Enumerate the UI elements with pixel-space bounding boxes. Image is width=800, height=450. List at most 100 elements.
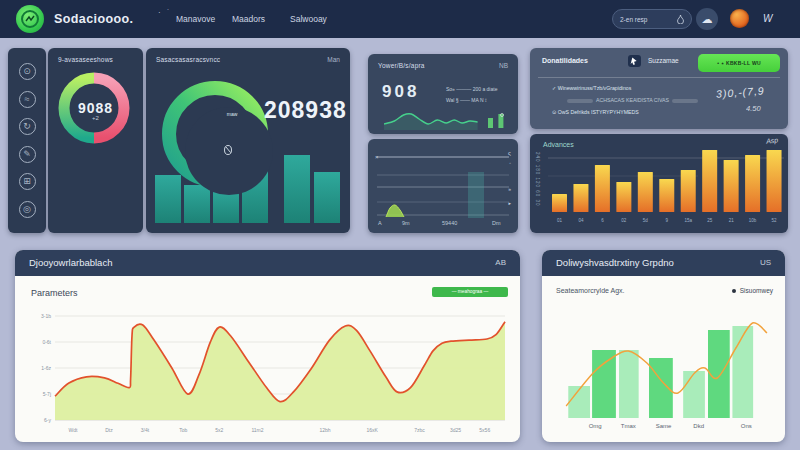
volume-value: 208938 bbox=[264, 97, 347, 124]
edit-icon[interactable]: ✎ bbox=[19, 146, 36, 163]
top-navbar: Sodacioooo. · ˙ Manavove Maadors Salwooa… bbox=[0, 0, 800, 38]
wave-icon[interactable]: ≈ bbox=[19, 91, 36, 108]
cardA-header-action[interactable]: AB bbox=[495, 250, 506, 276]
logo-glyph bbox=[21, 10, 39, 28]
attendance-panel: 9-avasaseeshows 9088 +2 bbox=[48, 48, 143, 233]
sector-bar bbox=[592, 350, 616, 418]
trend-row-1: So» ——— 200 a diate bbox=[446, 86, 497, 92]
droplet-icon bbox=[677, 15, 684, 24]
svg-text:ς: ς bbox=[508, 150, 511, 156]
nav-item-2[interactable]: Maadors bbox=[232, 0, 265, 38]
svg-text:3/4t: 3/4t bbox=[141, 427, 150, 433]
svg-text:16xK: 16xK bbox=[367, 427, 379, 433]
panel3a-title: Yower/B/s/apra bbox=[378, 62, 425, 69]
cloud-button[interactable]: ☁ bbox=[696, 8, 718, 30]
panel2-title: Sasacsasasracsvncc bbox=[156, 56, 220, 63]
panel2-menu[interactable]: Man bbox=[327, 56, 340, 63]
svg-text:maw: maw bbox=[227, 111, 238, 117]
panel4a-subtitle: Suzzamae bbox=[648, 57, 679, 64]
svg-text:×: × bbox=[375, 154, 379, 160]
svg-text:7zbc: 7zbc bbox=[414, 427, 425, 433]
panel3a-menu[interactable]: NB bbox=[499, 62, 508, 69]
settings-row-1[interactable]: ✓ Winewwirinuss/Tzb/vGrapidinos bbox=[552, 85, 631, 91]
svg-text:Omg: Omg bbox=[589, 423, 602, 429]
advance-bar bbox=[595, 165, 610, 212]
menu-w-icon[interactable]: W bbox=[763, 0, 772, 38]
sector-bar-chart: OmgTmaxSameDkdOns bbox=[552, 306, 775, 434]
refresh-icon[interactable]: ↻ bbox=[19, 118, 36, 135]
sector-bar bbox=[683, 371, 705, 418]
nav-item-3[interactable]: Salwooay bbox=[290, 0, 327, 38]
svg-text:Dtz: Dtz bbox=[105, 427, 113, 433]
settings-row-2[interactable]: ACHSACAS KEAIDISTA CIVAS bbox=[564, 97, 701, 103]
svg-text:3-1b: 3-1b bbox=[41, 313, 51, 319]
svg-text:Ons: Ons bbox=[741, 423, 752, 429]
trend-row-2: Wal § —— MA N ⟟ bbox=[446, 97, 487, 104]
volume-ring-chart: maw bbox=[146, 48, 350, 233]
mini-rows-panel: ×ς◦»▸ A9m59440Dm bbox=[368, 139, 518, 233]
target-icon[interactable]: ◎ bbox=[19, 201, 36, 218]
svg-text:Dkd: Dkd bbox=[693, 423, 704, 429]
cardA-title: Djooyowrlarbablach bbox=[29, 250, 112, 276]
icon-sidebar: ⊙ ≈ ↻ ✎ ⊞ ◎ bbox=[8, 48, 46, 233]
svg-text:02: 02 bbox=[621, 218, 627, 223]
attendance-value: 9088 bbox=[48, 100, 143, 116]
volume-bar bbox=[155, 175, 181, 223]
sector-subtitle: Seateamorcrylde Agx. bbox=[556, 287, 624, 294]
svg-text:◦: ◦ bbox=[509, 160, 511, 166]
timer-icon[interactable]: ⊙ bbox=[19, 63, 36, 80]
advance-bar bbox=[702, 150, 717, 212]
scribble-note-1: 3)0,-(7,9 bbox=[716, 84, 765, 99]
mini-x-label: 59440 bbox=[442, 220, 457, 226]
advance-bar bbox=[616, 182, 631, 212]
advance-bar bbox=[552, 194, 567, 212]
pointer-badge-icon bbox=[628, 55, 641, 67]
advances-yticks: 240 180 120 60 30 bbox=[535, 152, 540, 210]
sector-card: Doliwyshvasdtrxtiny Grpdno US Seateamorc… bbox=[542, 250, 785, 442]
settings-panel: Donatilidades Suzzamae • ⋆ KBKB-LL WU ✓ … bbox=[530, 48, 788, 129]
volume-bar bbox=[314, 172, 340, 223]
svg-text:21: 21 bbox=[729, 218, 735, 223]
svg-text:25: 25 bbox=[707, 218, 713, 223]
scribble-note-3: Asp bbox=[766, 136, 779, 145]
scribble-note-2: 4.50 bbox=[746, 104, 761, 113]
parameters-badge[interactable]: — meahograa — bbox=[432, 287, 508, 297]
advance-bar bbox=[681, 170, 696, 212]
volume-panel: maw Sasacsasasracsvncc Man 208938 bbox=[146, 48, 350, 233]
panel4a-title: Donatilidades bbox=[542, 57, 588, 64]
svg-text:6-y: 6-y bbox=[44, 417, 51, 423]
grid-icon[interactable]: ⊞ bbox=[19, 173, 36, 190]
nav-item-1[interactable]: Manavove bbox=[176, 0, 215, 38]
svg-text:Wdt: Wdt bbox=[69, 427, 79, 433]
svg-text:15a: 15a bbox=[684, 218, 692, 223]
settings-row-3[interactable]: ⊙ OwS Defrikds ISTYRYPYHYMEDS bbox=[552, 109, 639, 115]
svg-text:3d25: 3d25 bbox=[450, 427, 461, 433]
svg-text:5x56: 5x56 bbox=[479, 427, 490, 433]
advances-panel: Advances 240 180 120 60 30 Asp 01046025d… bbox=[530, 134, 788, 233]
svg-text:01: 01 bbox=[557, 218, 563, 223]
cardB-header-action[interactable]: US bbox=[760, 250, 771, 276]
svg-text:0-6t: 0-6t bbox=[42, 339, 51, 345]
divider bbox=[538, 77, 780, 78]
trend-value: 908 bbox=[382, 82, 419, 102]
app-logo-icon[interactable] bbox=[16, 5, 44, 33]
sector-bar bbox=[708, 330, 730, 418]
advances-bar-chart: 01046025d915a252110b52 bbox=[548, 146, 784, 230]
mini-x-label: A bbox=[378, 220, 382, 226]
user-avatar[interactable] bbox=[730, 9, 749, 28]
mini-x-label: 9m bbox=[402, 220, 410, 226]
sector-bar bbox=[619, 350, 639, 418]
legend-dot bbox=[732, 289, 736, 293]
svg-text:5x2: 5x2 bbox=[215, 427, 223, 433]
search-input[interactable]: 2-en resp bbox=[612, 9, 692, 29]
advance-bar bbox=[745, 155, 760, 212]
attendance-subvalue: +2 bbox=[48, 115, 143, 121]
parameters-area-chart: 3-1b0-6t1-6z5-7j6-yWdtDtz3/4tTob5x211m21… bbox=[29, 306, 511, 436]
action-button[interactable]: • ⋆ KBKB-LL WU bbox=[698, 54, 780, 72]
svg-text:Tob: Tob bbox=[179, 427, 187, 433]
pill-right bbox=[672, 99, 698, 103]
sector-legend: Sisuomwey bbox=[732, 287, 773, 294]
svg-text:52: 52 bbox=[772, 218, 778, 223]
cardA-header: Djooyowrlarbablach AB bbox=[15, 250, 520, 276]
svg-text:10b: 10b bbox=[749, 218, 757, 223]
